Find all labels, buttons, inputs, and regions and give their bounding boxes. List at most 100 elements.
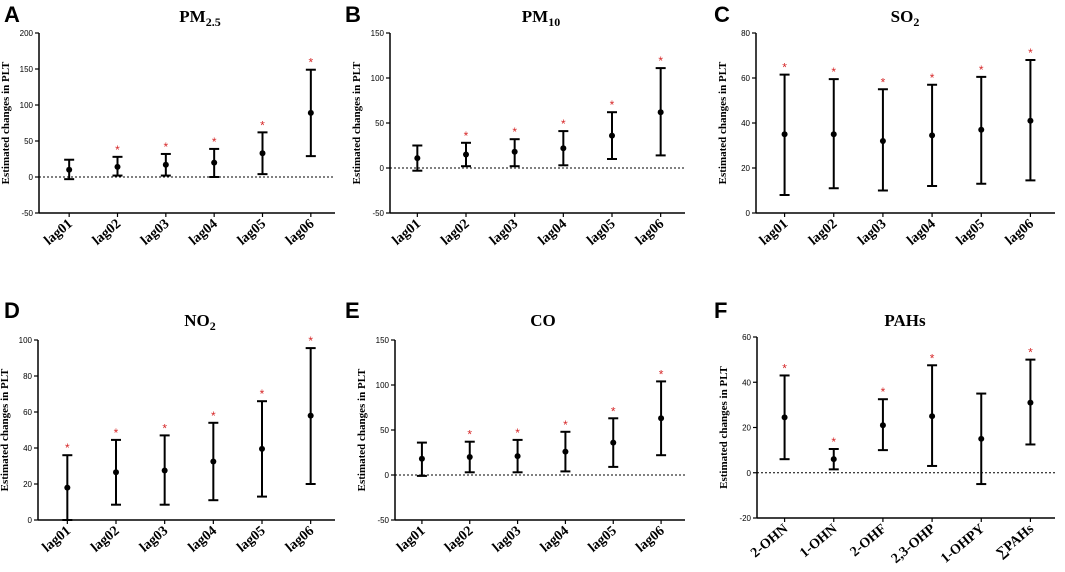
y-tick-label: -50 <box>377 516 389 525</box>
chart-panel-a: A PM2.5 Estimated changes in PLT -50 0 50 100 1… <box>0 2 335 249</box>
y-tick-label: 0 <box>746 209 751 218</box>
estimate-point <box>113 469 119 476</box>
estimate-point <box>929 132 936 139</box>
y-tick-label: -20 <box>739 514 751 523</box>
estimate-point <box>307 109 314 116</box>
y-tick-label: 150 <box>376 336 390 345</box>
significance-star: * <box>563 418 568 432</box>
x-category-label: lag03 <box>137 524 171 556</box>
significance-star: * <box>65 441 70 455</box>
y-tick-label: 40 <box>741 119 750 128</box>
x-category-label: lag01 <box>390 217 424 249</box>
significance-star: * <box>308 56 313 70</box>
significance-star: * <box>610 98 615 112</box>
significance-star: * <box>611 404 616 418</box>
y-tick-label: 20 <box>23 480 32 489</box>
estimate-point <box>418 455 425 462</box>
significance-star: * <box>659 367 664 381</box>
estimate-point <box>978 126 985 133</box>
significance-star: * <box>163 140 168 154</box>
x-category-label: lag03 <box>487 217 521 249</box>
significance-star: * <box>881 75 886 89</box>
x-category-label: lag02 <box>442 524 476 556</box>
significance-star: * <box>115 143 120 157</box>
estimate-point <box>929 413 936 420</box>
y-tick-label: 200 <box>20 29 34 38</box>
significance-star: * <box>1028 46 1033 60</box>
significance-star: * <box>1028 346 1033 360</box>
y-tick-label: 60 <box>23 408 32 417</box>
significance-star: * <box>561 117 566 131</box>
x-category-label: lag04 <box>538 524 572 556</box>
significance-star: * <box>831 65 836 79</box>
panel-letter: A <box>4 2 20 27</box>
estimate-point <box>161 467 168 474</box>
estimate-point <box>514 453 521 460</box>
x-category-label: lag02 <box>806 217 840 249</box>
x-category-label: 2,3-OHP <box>889 521 939 567</box>
significance-star: * <box>979 63 984 77</box>
estimate-point <box>210 458 217 465</box>
significance-star: * <box>515 426 520 440</box>
estimate-point <box>830 456 837 463</box>
x-category-label: lag05 <box>584 217 618 249</box>
x-category-label: lag03 <box>138 217 172 249</box>
y-tick-label: 20 <box>741 164 750 173</box>
x-category-label: lag01 <box>394 524 428 556</box>
estimate-point <box>978 435 985 442</box>
x-category-label: 2-OHF <box>848 522 890 560</box>
y-tick-label: 100 <box>371 74 385 83</box>
y-tick-label: 50 <box>380 426 389 435</box>
estimate-point <box>781 131 788 138</box>
x-category-label: 1-OHN <box>797 522 840 561</box>
panel-letter: F <box>714 298 727 323</box>
significance-star: * <box>658 54 663 68</box>
estimate-point <box>562 448 569 455</box>
x-category-label: lag01 <box>40 524 74 556</box>
y-tick-label: 50 <box>375 119 384 128</box>
y-tick-label: 150 <box>371 29 385 38</box>
x-category-label: lag04 <box>186 524 220 556</box>
significance-star: * <box>114 426 119 440</box>
x-category-label: lag02 <box>88 524 122 556</box>
significance-star: * <box>212 135 217 149</box>
x-category-label: lag02 <box>438 217 472 249</box>
y-tick-label: 80 <box>741 29 750 38</box>
panel-title: PM10 <box>522 7 560 29</box>
y-tick-label: 40 <box>23 444 32 453</box>
estimate-point <box>879 138 886 144</box>
y-tick-label: 0 <box>385 471 390 480</box>
estimate-point <box>1027 117 1034 124</box>
y-tick-label: 0 <box>747 469 752 478</box>
estimate-point <box>658 415 665 422</box>
panel-title: CO <box>530 311 556 330</box>
x-category-label: lag02 <box>90 217 124 249</box>
x-category-label: lag06 <box>283 524 317 556</box>
y-tick-label: -50 <box>372 209 384 218</box>
y-tick-label: 0 <box>380 164 385 173</box>
x-category-label: 1-OHPY <box>938 522 988 567</box>
x-category-label: lag04 <box>536 217 570 249</box>
y-axis-label: Estimated changes in PLT <box>718 365 730 488</box>
chart-panel-f: F PAHs Estimated changes in PLT -20 0 20 40 60 2… <box>714 298 1055 567</box>
y-tick-label: -50 <box>21 209 33 218</box>
estimate-point <box>609 132 615 139</box>
significance-star: * <box>930 351 935 365</box>
x-category-label: ∑PAHs <box>994 521 1038 561</box>
significance-star: * <box>930 71 935 85</box>
y-tick-label: 100 <box>376 381 390 390</box>
significance-star: * <box>512 125 517 139</box>
panel-title: PM2.5 <box>179 7 220 29</box>
y-tick-label: 20 <box>742 424 751 433</box>
estimate-point <box>610 439 617 446</box>
y-axis-label: Estimated changes in PLT <box>0 61 12 184</box>
x-category-label: lag01 <box>42 217 76 249</box>
x-category-label: lag06 <box>1003 217 1037 249</box>
estimate-point <box>114 163 121 170</box>
estimate-point <box>879 422 886 429</box>
significance-star: * <box>260 118 265 132</box>
y-tick-label: 50 <box>24 137 33 146</box>
estimate-point <box>657 109 664 116</box>
significance-star: * <box>464 129 469 143</box>
